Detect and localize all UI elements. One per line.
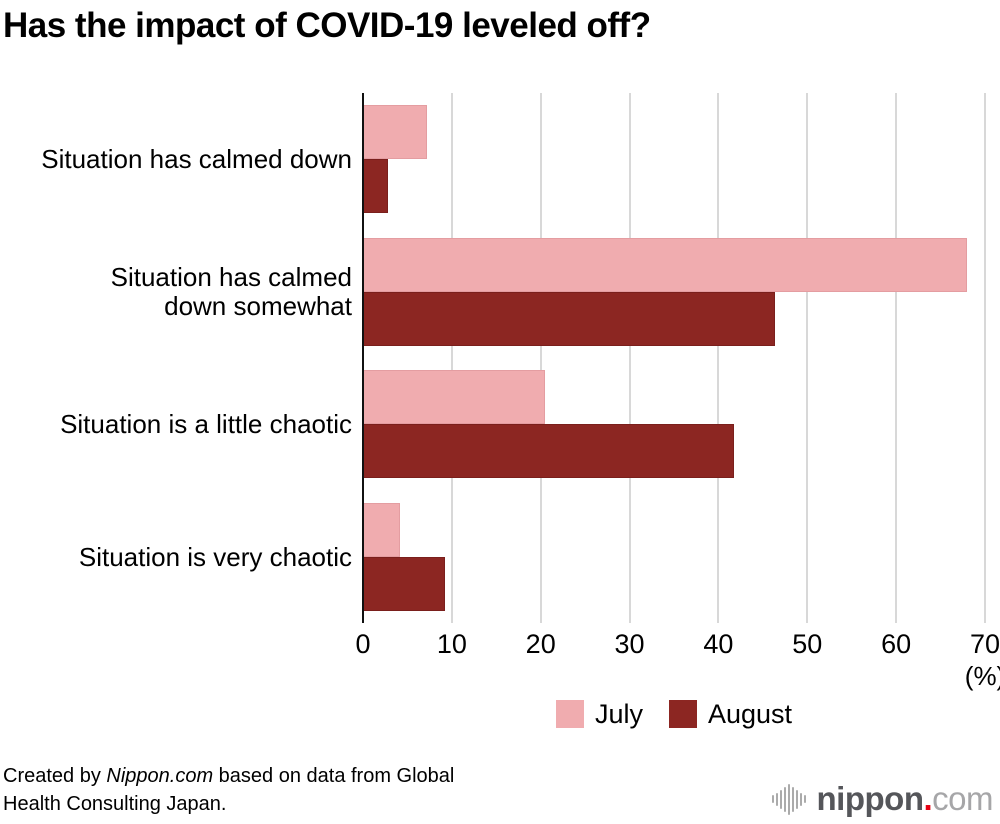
- legend-item-july: July: [555, 698, 643, 730]
- legend: July August: [363, 698, 985, 730]
- x-tick-label-20: 20: [525, 629, 556, 659]
- legend-swatch: [668, 700, 697, 728]
- gridline: [539, 93, 542, 623]
- gridline: [628, 93, 631, 623]
- x-tick-label-10: 10: [436, 629, 467, 659]
- credit-suffix: based on data from Global Health Consult…: [3, 765, 455, 815]
- bar-august-3: [363, 557, 445, 611]
- nippon-com-logo: nippon . com: [771, 779, 993, 819]
- x-tick-label-50: 50: [792, 629, 823, 659]
- y-axis-line: [362, 93, 364, 623]
- bar-august-2: [363, 424, 735, 478]
- bar-july-2: [363, 370, 546, 424]
- bar-july-1: [363, 238, 968, 292]
- legend-label: July: [594, 698, 643, 729]
- x-axis-unit-label: (%): [964, 661, 1000, 691]
- x-axis-ticks: 0 10 20 30 40 50 60 70: [355, 629, 1000, 663]
- x-tick-label-30: 30: [614, 629, 645, 659]
- gridline: [717, 93, 720, 623]
- x-tick-label-0: 0: [355, 629, 371, 659]
- category-label-0: Situation has calmed down: [41, 143, 352, 174]
- x-tick-label-40: 40: [703, 629, 734, 659]
- category-label-2: Situation is a little chaotic: [60, 408, 352, 439]
- legend-label: August: [707, 698, 793, 729]
- bar-july-3: [363, 503, 401, 557]
- bar-july-0: [363, 105, 427, 159]
- legend-swatch: [555, 700, 584, 728]
- x-tick-label-70: 70: [969, 629, 1000, 659]
- category-label-3: Situation is very chaotic: [78, 541, 352, 572]
- category-axis: Situation has calmed down Situation has c…: [0, 0, 352, 824]
- credit-source: Nippon.com: [106, 765, 214, 787]
- category-label-1: Situation has calmed down somewhat: [110, 262, 352, 321]
- bar-august-1: [363, 292, 776, 346]
- gridline: [984, 93, 986, 623]
- plot-area: [362, 93, 986, 623]
- gridline: [895, 93, 898, 623]
- waveform-bars-icon: [771, 782, 808, 816]
- gridline: [450, 93, 453, 623]
- logo-tld-text: com: [932, 780, 993, 817]
- gridline: [806, 93, 809, 623]
- bar-august-0: [363, 159, 388, 213]
- x-tick-label-60: 60: [881, 629, 912, 659]
- source-credit: Created by Nippon.com based on data from…: [3, 762, 508, 818]
- legend-item-august: August: [668, 698, 793, 730]
- logo-brand-text: nippon: [816, 780, 924, 817]
- logo-dot: .: [923, 780, 933, 817]
- credit-prefix: Created by: [3, 765, 107, 787]
- chart-title: Has the impact of COVID-19 leveled off?: [3, 6, 651, 45]
